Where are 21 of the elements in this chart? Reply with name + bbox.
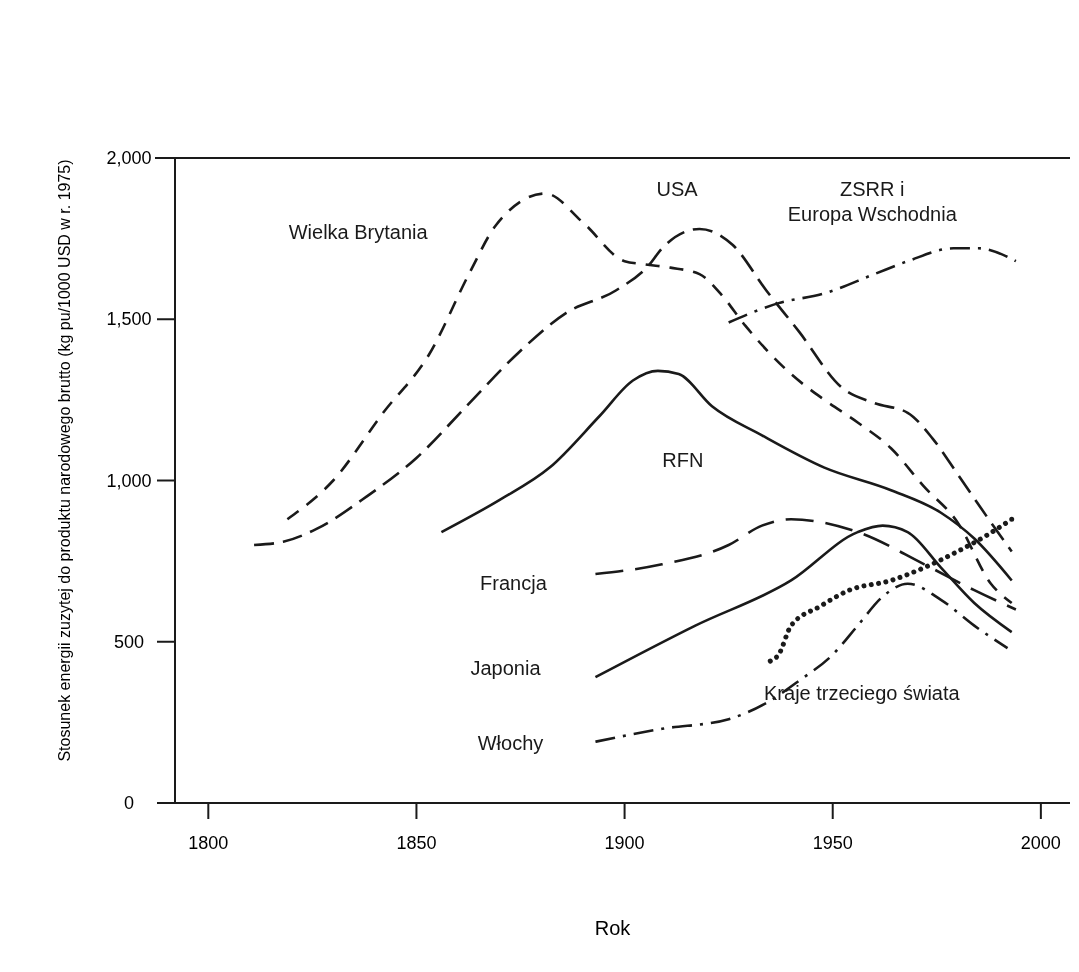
x-tick-label: 1850 xyxy=(396,833,437,853)
series-label: USA xyxy=(656,177,699,200)
x-tick-label: 1950 xyxy=(812,833,853,853)
series-label: ZSRR i Europa Wschodnia xyxy=(787,177,958,225)
x-tick-label: 1800 xyxy=(188,833,229,853)
y-tick-label: 500 xyxy=(113,631,145,652)
line-series xyxy=(594,582,1009,744)
series-label: RFN xyxy=(662,448,704,471)
text: Francja xyxy=(480,572,548,595)
text: Włochy xyxy=(477,732,544,755)
y-tick-label: 2,000 xyxy=(106,148,152,168)
x-axis-title: Rok xyxy=(594,917,632,939)
y-tick-label: 0 xyxy=(123,793,135,813)
y-tick-label: 1,500 xyxy=(106,309,152,330)
y-axis-title: Stosunek energii zuzytej do produktu narodowego brutto (kg pu/1000 USD w r. 1975) xyxy=(56,159,73,762)
x-tick-label: 1900 xyxy=(604,833,645,853)
text: Wielka Brytania xyxy=(288,221,429,244)
y-tick-label: 1,000 xyxy=(106,470,152,491)
x-tick-label: 2000 xyxy=(1020,833,1061,853)
series-label: Kraje trzeciego świata xyxy=(764,682,961,705)
text: Japonia xyxy=(470,657,542,680)
